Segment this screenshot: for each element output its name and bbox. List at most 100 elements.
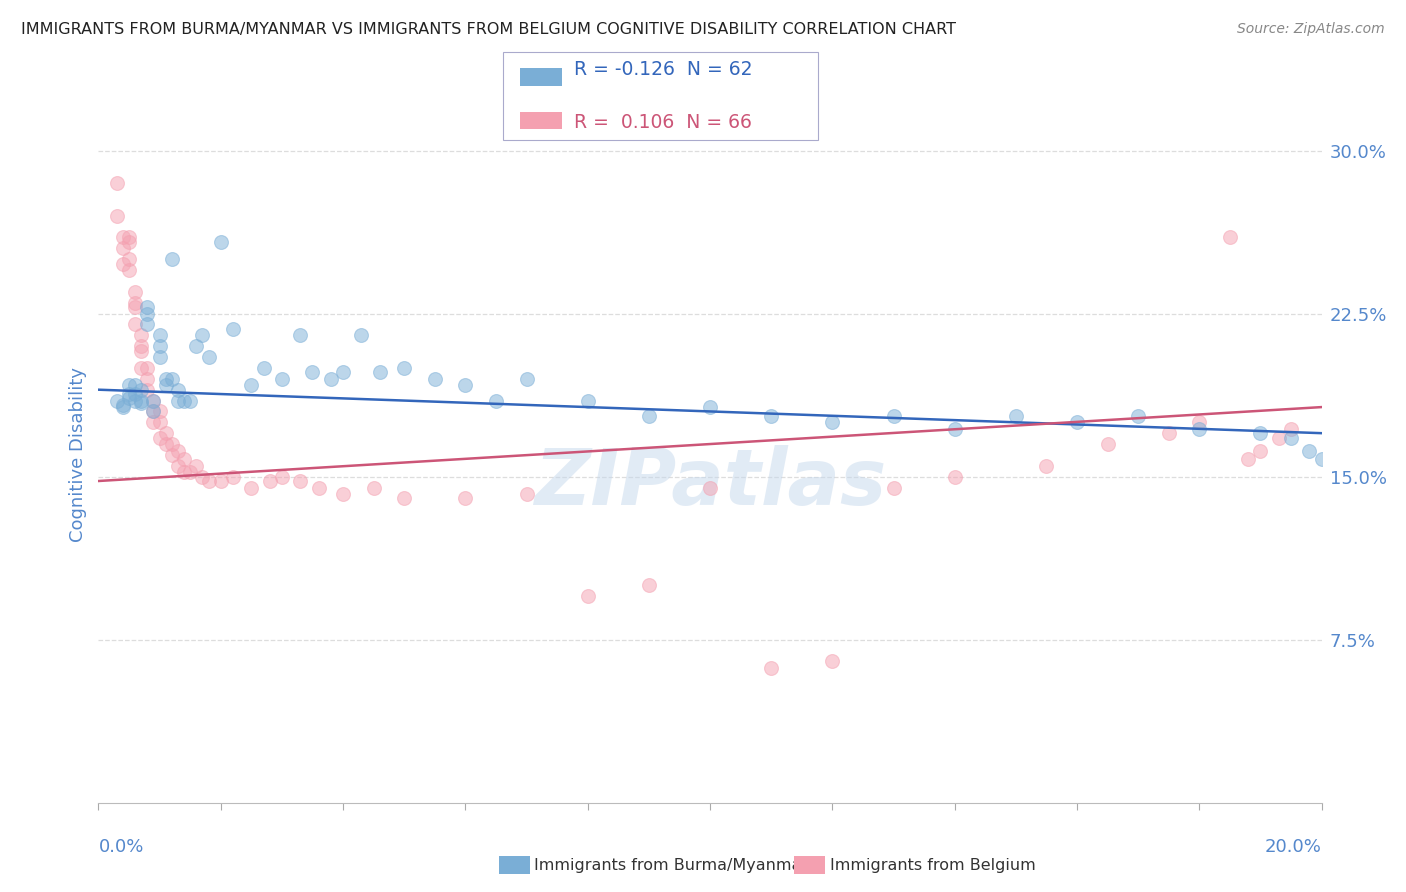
Point [118,392,141,406]
Point [368,365,391,379]
Point [637,578,661,592]
Point [943,469,966,483]
Point [160,252,183,267]
Point [759,409,782,423]
Point [576,393,599,408]
Point [129,339,152,353]
Point [118,230,141,244]
Point [118,387,141,401]
Point [576,589,599,603]
Point [142,393,165,408]
Point [129,383,152,397]
Point [118,252,141,267]
Point [319,372,342,386]
Point [136,307,159,321]
Point [222,322,245,336]
Point [209,474,232,488]
Point [308,481,330,495]
Point [363,481,385,495]
Point [129,328,152,343]
Point [136,300,159,314]
Point [454,378,477,392]
Point [516,372,538,386]
Point [485,393,508,408]
Point [1128,409,1150,423]
Text: Immigrants from Burma/Myanmar: Immigrants from Burma/Myanmar [534,858,808,872]
Point [759,661,782,675]
Point [160,372,183,386]
Point [167,393,190,408]
Text: Source: ZipAtlas.com: Source: ZipAtlas.com [1237,22,1385,37]
Point [301,365,323,379]
Text: IMMIGRANTS FROM BURMA/MYANMAR VS IMMIGRANTS FROM BELGIUM COGNITIVE DISABILITY CO: IMMIGRANTS FROM BURMA/MYANMAR VS IMMIGRA… [21,22,956,37]
Point [1310,452,1333,467]
Point [149,339,172,353]
Point [392,491,416,506]
Point [155,372,177,386]
Point [332,487,354,501]
Text: R = -0.126  N = 62: R = -0.126 N = 62 [574,60,752,79]
Point [167,458,190,473]
Point [1188,422,1211,436]
Point [1279,431,1302,445]
Point [209,235,232,249]
Point [197,350,219,364]
Point [124,300,146,314]
Point [270,469,292,483]
Point [179,466,201,480]
Point [149,415,172,429]
Point [1066,415,1088,429]
Point [1157,426,1180,441]
Point [821,655,844,669]
Point [179,393,201,408]
Point [1219,230,1241,244]
Point [129,393,152,408]
Point [124,378,146,392]
Point [129,360,152,375]
Point [124,295,146,310]
Point [290,474,312,488]
Point [240,378,263,392]
Point [392,360,416,375]
Point [454,491,477,506]
Point [191,328,214,343]
Point [160,448,183,462]
Point [149,431,172,445]
Point [136,383,159,397]
Point [105,393,128,408]
Point [637,409,661,423]
Point [142,404,165,418]
Point [186,458,208,473]
Point [155,426,177,441]
Point [111,241,134,255]
Point [259,474,281,488]
Text: 0.0%: 0.0% [98,838,143,855]
Point [105,176,128,190]
Point [1279,422,1302,436]
Point [111,230,134,244]
Point [136,360,159,375]
Point [252,360,274,375]
Point [124,387,146,401]
Point [1035,458,1057,473]
Point [136,318,159,332]
Point [173,452,195,467]
Point [149,328,172,343]
Point [1298,443,1320,458]
Point [222,469,245,483]
Point [105,209,128,223]
Text: R =  0.106  N = 66: R = 0.106 N = 66 [574,112,752,132]
Point [149,350,172,364]
Point [167,443,190,458]
Point [699,481,721,495]
Point [155,378,177,392]
Point [155,437,177,451]
Point [124,285,146,299]
Point [883,409,905,423]
Point [111,398,134,412]
Point [124,318,146,332]
Point [1249,426,1271,441]
Point [1237,452,1260,467]
Point [129,343,152,358]
Point [883,481,905,495]
